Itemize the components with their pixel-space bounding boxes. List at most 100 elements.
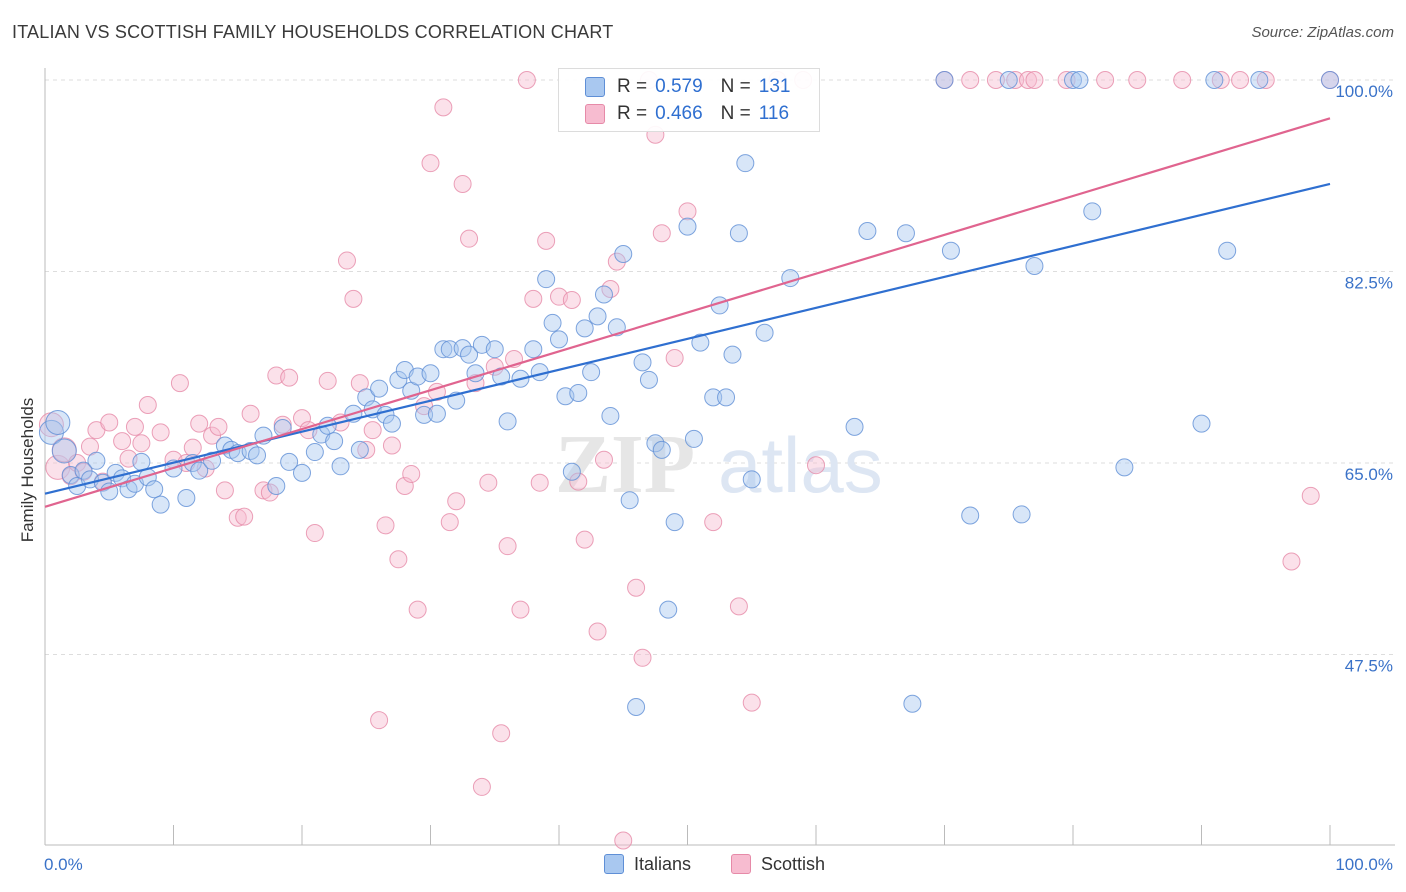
- italians-point: [588, 307, 607, 326]
- italians-point: [190, 461, 209, 480]
- scottish-point: [190, 414, 209, 433]
- scottish-point: [678, 202, 697, 221]
- scottish-point: [113, 432, 132, 451]
- scottish-point: [665, 348, 684, 367]
- italians-point: [729, 224, 748, 243]
- scottish-point: [614, 831, 633, 850]
- scottish-point: [344, 289, 363, 308]
- grid-layer: [45, 79, 1395, 655]
- scottish-point: [1006, 71, 1025, 89]
- italians-point: [717, 388, 736, 407]
- italians-point: [684, 429, 703, 448]
- italians-point: [1064, 71, 1082, 89]
- scottish-point: [1128, 71, 1147, 89]
- scottish-point: [408, 600, 427, 619]
- scottish-point: [492, 724, 511, 743]
- y-tick-label: 65.0%: [1345, 465, 1393, 484]
- italians-point: [305, 443, 324, 462]
- scottish-point: [241, 404, 260, 423]
- scottish-point: [357, 440, 376, 459]
- legend-row-italians: R = 0.579 N = 131: [585, 74, 790, 100]
- scottish-point: [183, 438, 202, 457]
- italians-point: [896, 224, 915, 243]
- scottish-point: [363, 421, 382, 440]
- scottish-point: [370, 711, 389, 730]
- italians-point: [389, 370, 408, 389]
- scottish-n-value: 116: [758, 103, 790, 124]
- italians-point: [1250, 71, 1269, 89]
- scottish-point: [215, 481, 234, 500]
- scottish-point: [453, 174, 472, 193]
- italians-point: [537, 270, 556, 289]
- italians-point: [1321, 71, 1339, 89]
- scottish-point: [537, 231, 556, 250]
- italians-point: [151, 495, 170, 514]
- scottish-point: [1173, 71, 1192, 89]
- italians-point: [280, 452, 299, 471]
- source-label: Source: ZipAtlas.com: [1251, 24, 1394, 41]
- italians-point: [652, 440, 671, 459]
- italians-point: [524, 340, 543, 359]
- scottish-point: [986, 71, 1005, 89]
- italians-point: [1025, 257, 1044, 276]
- italians-point: [582, 363, 601, 382]
- bottom-scottish-label: Scottish: [761, 853, 826, 874]
- italians-point: [627, 698, 646, 717]
- scottish-point: [517, 71, 536, 89]
- italians-point: [1115, 458, 1134, 477]
- scottish-point: [447, 492, 466, 511]
- italians-point: [498, 412, 517, 431]
- scottish-point: [472, 777, 491, 796]
- scottish-point: [704, 513, 723, 532]
- scottish-point: [594, 450, 613, 469]
- scottish-point: [138, 396, 157, 415]
- scottish-point: [1025, 71, 1044, 89]
- scottish-point: [729, 597, 748, 616]
- scottish-point: [125, 417, 144, 436]
- chart-title: ITALIAN VS SCOTTISH FAMILY HOUSEHOLDS CO…: [12, 22, 614, 42]
- italians-point: [1083, 202, 1102, 221]
- x-tick-label-max: 100.0%: [1335, 855, 1393, 874]
- scottish-point: [575, 530, 594, 549]
- italians-point: [755, 323, 774, 342]
- italians-point: [646, 434, 665, 453]
- italians-point: [485, 340, 504, 359]
- bottom-legend-scottish: Scottish: [731, 851, 825, 877]
- scottish-point: [1019, 71, 1038, 89]
- scottish-point: [1211, 71, 1230, 89]
- italians-point: [614, 244, 633, 263]
- italians-point: [961, 506, 980, 525]
- italians-point: [935, 71, 954, 89]
- scottish-point: [1231, 71, 1250, 89]
- scottish-n-label: N =: [720, 103, 751, 124]
- italians-point: [267, 476, 286, 495]
- scottish-point: [1282, 552, 1301, 571]
- italians-point: [248, 446, 267, 465]
- italians-point: [575, 319, 594, 338]
- scottish-point: [742, 693, 761, 712]
- scottish-point: [382, 436, 401, 455]
- italians-point: [51, 438, 77, 464]
- scottish-point: [260, 483, 279, 502]
- scottish-point: [652, 224, 671, 243]
- scottish-point: [421, 154, 440, 173]
- italians-point: [434, 340, 453, 359]
- bottom-legend-italians: Italians: [604, 851, 691, 877]
- italians-point: [293, 463, 311, 482]
- italians-point: [543, 313, 562, 332]
- italians-point: [350, 440, 369, 459]
- italians-point: [903, 694, 922, 713]
- scottish-point: [100, 413, 119, 432]
- italians-point: [941, 241, 960, 260]
- scottish-point: [961, 71, 980, 89]
- italians-point: [1192, 414, 1211, 433]
- italians-point: [704, 388, 723, 407]
- italians-swatch: [585, 77, 605, 97]
- scottish-trend-line: [44, 117, 1331, 508]
- x-tick-label-min: 0.0%: [44, 855, 83, 874]
- italian-points: [38, 71, 1339, 717]
- italians-point: [594, 285, 613, 304]
- italians-point: [1218, 241, 1237, 260]
- scottish-r-value: 0.466: [655, 103, 703, 124]
- scottish-point: [170, 374, 189, 393]
